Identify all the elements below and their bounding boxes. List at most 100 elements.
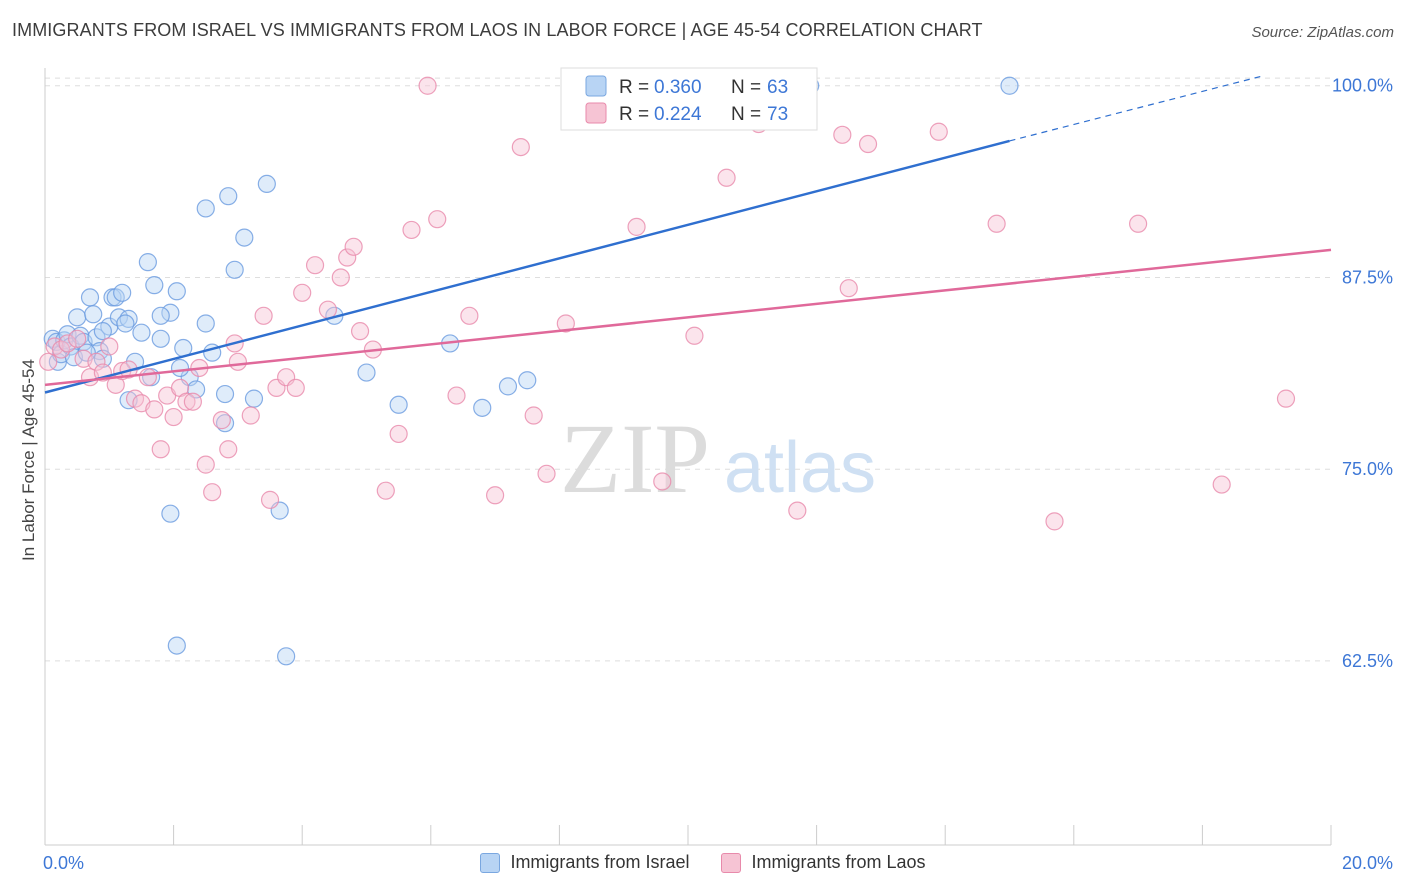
point-laos[interactable]	[929, 122, 948, 141]
point-laos[interactable]	[653, 472, 672, 491]
point-israel[interactable]	[277, 647, 296, 666]
point-laos[interactable]	[556, 314, 575, 333]
point-laos[interactable]	[1045, 512, 1064, 531]
point-laos[interactable]	[685, 326, 704, 345]
trendline-israel	[44, 139, 1010, 394]
point-laos[interactable]	[183, 392, 202, 411]
point-israel[interactable]	[151, 306, 170, 325]
point-laos[interactable]	[627, 217, 646, 236]
point-israel[interactable]	[145, 276, 164, 295]
legend-top-r-value-laos: 0.224	[654, 104, 702, 125]
point-laos[interactable]	[839, 279, 858, 298]
point-laos[interactable]	[286, 378, 305, 398]
watermark-atlas: atlas	[724, 428, 876, 508]
point-israel[interactable]	[167, 636, 186, 655]
point-israel[interactable]	[257, 174, 276, 194]
legend-top-r-value-israel: 0.360	[654, 77, 702, 98]
point-laos[interactable]	[125, 389, 145, 408]
point-laos[interactable]	[833, 125, 852, 144]
point-laos[interactable]	[228, 352, 247, 371]
watermark: ZIP atlas	[560, 403, 876, 514]
legend-swatch-laos	[721, 852, 742, 873]
point-israel[interactable]	[68, 308, 87, 327]
point-israel[interactable]	[219, 187, 238, 206]
legend-item-laos[interactable]: Immigrants from Laos	[721, 852, 926, 873]
point-israel[interactable]	[138, 253, 157, 272]
point-laos[interactable]	[858, 134, 878, 154]
point-laos[interactable]	[68, 329, 87, 348]
point-israel[interactable]	[357, 363, 376, 382]
point-israel[interactable]	[498, 377, 518, 396]
point-israel[interactable]	[167, 282, 186, 301]
point-laos[interactable]	[460, 306, 479, 325]
point-laos[interactable]	[486, 486, 505, 505]
point-israel[interactable]	[132, 323, 151, 342]
point-israel[interactable]	[1000, 76, 1019, 95]
point-laos[interactable]	[511, 137, 530, 157]
point-laos[interactable]	[293, 283, 312, 302]
point-laos[interactable]	[203, 483, 222, 502]
point-laos[interactable]	[376, 481, 395, 500]
x-tick-label-max: 20.0%	[1342, 853, 1393, 873]
point-laos[interactable]	[717, 168, 736, 187]
point-laos[interactable]	[1128, 214, 1148, 233]
point-israel[interactable]	[116, 314, 135, 333]
point-laos[interactable]	[241, 406, 260, 425]
legend-top-r-label-israel: R =	[619, 77, 649, 98]
point-israel[interactable]	[235, 228, 254, 247]
point-laos[interactable]	[389, 424, 408, 444]
point-laos[interactable]	[524, 406, 543, 425]
point-israel[interactable]	[170, 358, 190, 378]
point-laos[interactable]	[138, 368, 157, 387]
watermark-zip: ZIP	[560, 403, 710, 514]
point-laos[interactable]	[164, 407, 183, 427]
point-israel[interactable]	[389, 395, 408, 414]
point-laos[interactable]	[344, 237, 363, 256]
point-israel[interactable]	[80, 288, 100, 307]
point-laos[interactable]	[418, 76, 437, 95]
point-laos[interactable]	[260, 490, 280, 509]
point-israel[interactable]	[113, 283, 132, 302]
y-tick-label: 75.0%	[1342, 459, 1393, 479]
point-laos[interactable]	[987, 214, 1006, 233]
point-laos[interactable]	[254, 306, 273, 325]
point-israel[interactable]	[225, 260, 244, 279]
point-laos[interactable]	[350, 322, 370, 341]
point-laos[interactable]	[219, 440, 238, 459]
point-israel[interactable]	[244, 389, 264, 408]
point-laos[interactable]	[212, 411, 231, 430]
point-laos[interactable]	[196, 455, 215, 474]
point-laos[interactable]	[318, 300, 338, 319]
legend-top: R = 0.360 N = 63 R = 0.224 N = 73	[560, 67, 818, 131]
point-israel[interactable]	[215, 414, 235, 433]
point-israel[interactable]	[196, 314, 215, 333]
point-laos[interactable]	[1212, 475, 1231, 494]
point-laos[interactable]	[402, 220, 421, 240]
point-laos[interactable]	[447, 386, 466, 405]
point-israel[interactable]	[215, 384, 235, 404]
point-laos[interactable]	[428, 210, 447, 229]
point-laos[interactable]	[305, 256, 325, 275]
point-laos[interactable]	[788, 501, 807, 520]
point-laos[interactable]	[100, 337, 119, 356]
point-laos[interactable]	[331, 268, 350, 287]
point-israel[interactable]	[196, 199, 215, 218]
point-israel[interactable]	[161, 504, 180, 523]
point-israel[interactable]	[84, 305, 103, 324]
point-israel[interactable]	[93, 322, 112, 341]
point-israel[interactable]	[518, 371, 537, 390]
point-laos[interactable]	[58, 334, 77, 353]
point-laos[interactable]	[1276, 389, 1296, 408]
point-laos[interactable]	[177, 392, 196, 411]
point-israel[interactable]	[473, 398, 492, 417]
legend-item-israel[interactable]: Immigrants from Israel	[480, 852, 689, 873]
point-laos[interactable]	[151, 440, 170, 459]
point-laos[interactable]	[87, 352, 106, 371]
point-laos[interactable]	[338, 248, 357, 267]
point-laos[interactable]	[145, 400, 164, 419]
point-israel[interactable]	[106, 288, 125, 307]
point-israel[interactable]	[151, 329, 170, 348]
point-laos[interactable]	[39, 352, 58, 371]
point-laos[interactable]	[537, 464, 556, 483]
legend-swatch-israel	[480, 852, 501, 873]
